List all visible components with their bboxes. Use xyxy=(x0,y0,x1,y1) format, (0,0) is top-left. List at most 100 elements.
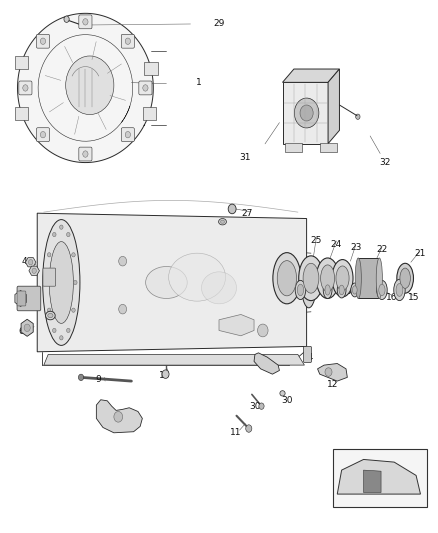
FancyBboxPatch shape xyxy=(121,34,134,48)
Text: 25: 25 xyxy=(311,237,322,245)
Circle shape xyxy=(258,324,268,337)
Text: 17: 17 xyxy=(359,290,370,298)
Text: 11: 11 xyxy=(230,429,241,437)
Ellipse shape xyxy=(337,282,346,298)
Bar xyxy=(15,107,28,120)
Ellipse shape xyxy=(351,283,359,297)
Circle shape xyxy=(114,411,123,422)
Polygon shape xyxy=(96,400,142,433)
Bar xyxy=(15,56,28,69)
Ellipse shape xyxy=(397,263,413,293)
Ellipse shape xyxy=(299,256,323,301)
Bar xyxy=(333,449,427,507)
Circle shape xyxy=(60,225,63,229)
Text: 21: 21 xyxy=(415,249,426,257)
Circle shape xyxy=(83,151,88,157)
Ellipse shape xyxy=(379,284,385,296)
Text: 7: 7 xyxy=(49,321,55,329)
Text: 14: 14 xyxy=(303,353,314,361)
Ellipse shape xyxy=(201,272,237,304)
Circle shape xyxy=(294,98,319,128)
Ellipse shape xyxy=(336,266,349,290)
Circle shape xyxy=(119,304,127,314)
Text: 6: 6 xyxy=(18,327,24,336)
FancyBboxPatch shape xyxy=(79,147,92,161)
Text: 28: 28 xyxy=(204,224,215,232)
Text: 12: 12 xyxy=(327,381,339,389)
FancyBboxPatch shape xyxy=(36,128,49,142)
Text: 18: 18 xyxy=(341,287,353,296)
Circle shape xyxy=(356,114,360,119)
Circle shape xyxy=(72,308,75,312)
Polygon shape xyxy=(37,213,307,352)
Circle shape xyxy=(66,56,114,115)
Circle shape xyxy=(78,374,84,381)
Ellipse shape xyxy=(43,220,80,345)
Bar xyxy=(145,62,158,75)
FancyBboxPatch shape xyxy=(17,286,41,311)
Ellipse shape xyxy=(376,258,382,298)
Ellipse shape xyxy=(353,286,357,294)
Ellipse shape xyxy=(377,280,387,300)
Ellipse shape xyxy=(295,280,306,300)
Text: 1: 1 xyxy=(196,78,202,87)
Circle shape xyxy=(325,368,332,376)
Ellipse shape xyxy=(321,265,335,292)
Circle shape xyxy=(32,268,36,273)
Polygon shape xyxy=(18,13,153,163)
Text: 10: 10 xyxy=(159,371,170,379)
Circle shape xyxy=(143,85,148,91)
Polygon shape xyxy=(44,354,304,365)
Ellipse shape xyxy=(316,258,339,298)
Circle shape xyxy=(28,260,33,265)
Circle shape xyxy=(67,328,70,333)
Circle shape xyxy=(53,232,56,237)
Polygon shape xyxy=(283,69,339,82)
Polygon shape xyxy=(15,290,26,306)
Text: 15: 15 xyxy=(408,293,420,302)
Text: 22: 22 xyxy=(376,245,388,254)
Circle shape xyxy=(300,105,313,121)
FancyBboxPatch shape xyxy=(36,34,49,48)
Polygon shape xyxy=(283,82,328,143)
Polygon shape xyxy=(219,314,254,336)
Text: 23: 23 xyxy=(350,244,361,252)
Text: 29: 29 xyxy=(213,20,225,28)
Text: 30: 30 xyxy=(249,402,261,410)
Ellipse shape xyxy=(303,263,319,293)
Ellipse shape xyxy=(325,285,330,295)
Ellipse shape xyxy=(49,241,74,324)
Text: 16: 16 xyxy=(386,293,398,302)
Polygon shape xyxy=(364,470,381,492)
Circle shape xyxy=(246,425,252,432)
Ellipse shape xyxy=(169,253,226,301)
Text: 3: 3 xyxy=(65,238,71,247)
Circle shape xyxy=(47,308,51,312)
Text: 20: 20 xyxy=(294,277,306,286)
Ellipse shape xyxy=(277,261,297,296)
Polygon shape xyxy=(337,459,420,494)
Circle shape xyxy=(83,19,88,25)
Circle shape xyxy=(40,38,46,44)
Ellipse shape xyxy=(400,268,410,288)
Circle shape xyxy=(64,16,69,22)
FancyBboxPatch shape xyxy=(304,346,311,362)
Polygon shape xyxy=(328,69,339,143)
Ellipse shape xyxy=(396,284,403,296)
Text: 32: 32 xyxy=(380,158,391,167)
Ellipse shape xyxy=(280,391,285,396)
Ellipse shape xyxy=(48,313,53,318)
Polygon shape xyxy=(25,257,36,267)
Bar xyxy=(320,143,337,151)
Ellipse shape xyxy=(355,258,361,298)
Bar xyxy=(358,258,379,298)
FancyBboxPatch shape xyxy=(121,128,134,142)
Text: 24: 24 xyxy=(331,240,342,248)
FancyBboxPatch shape xyxy=(17,291,26,306)
Ellipse shape xyxy=(219,219,226,225)
Circle shape xyxy=(46,280,49,285)
Circle shape xyxy=(47,253,51,257)
Circle shape xyxy=(53,328,56,333)
Text: 8: 8 xyxy=(14,297,21,305)
Text: 31: 31 xyxy=(240,153,251,161)
